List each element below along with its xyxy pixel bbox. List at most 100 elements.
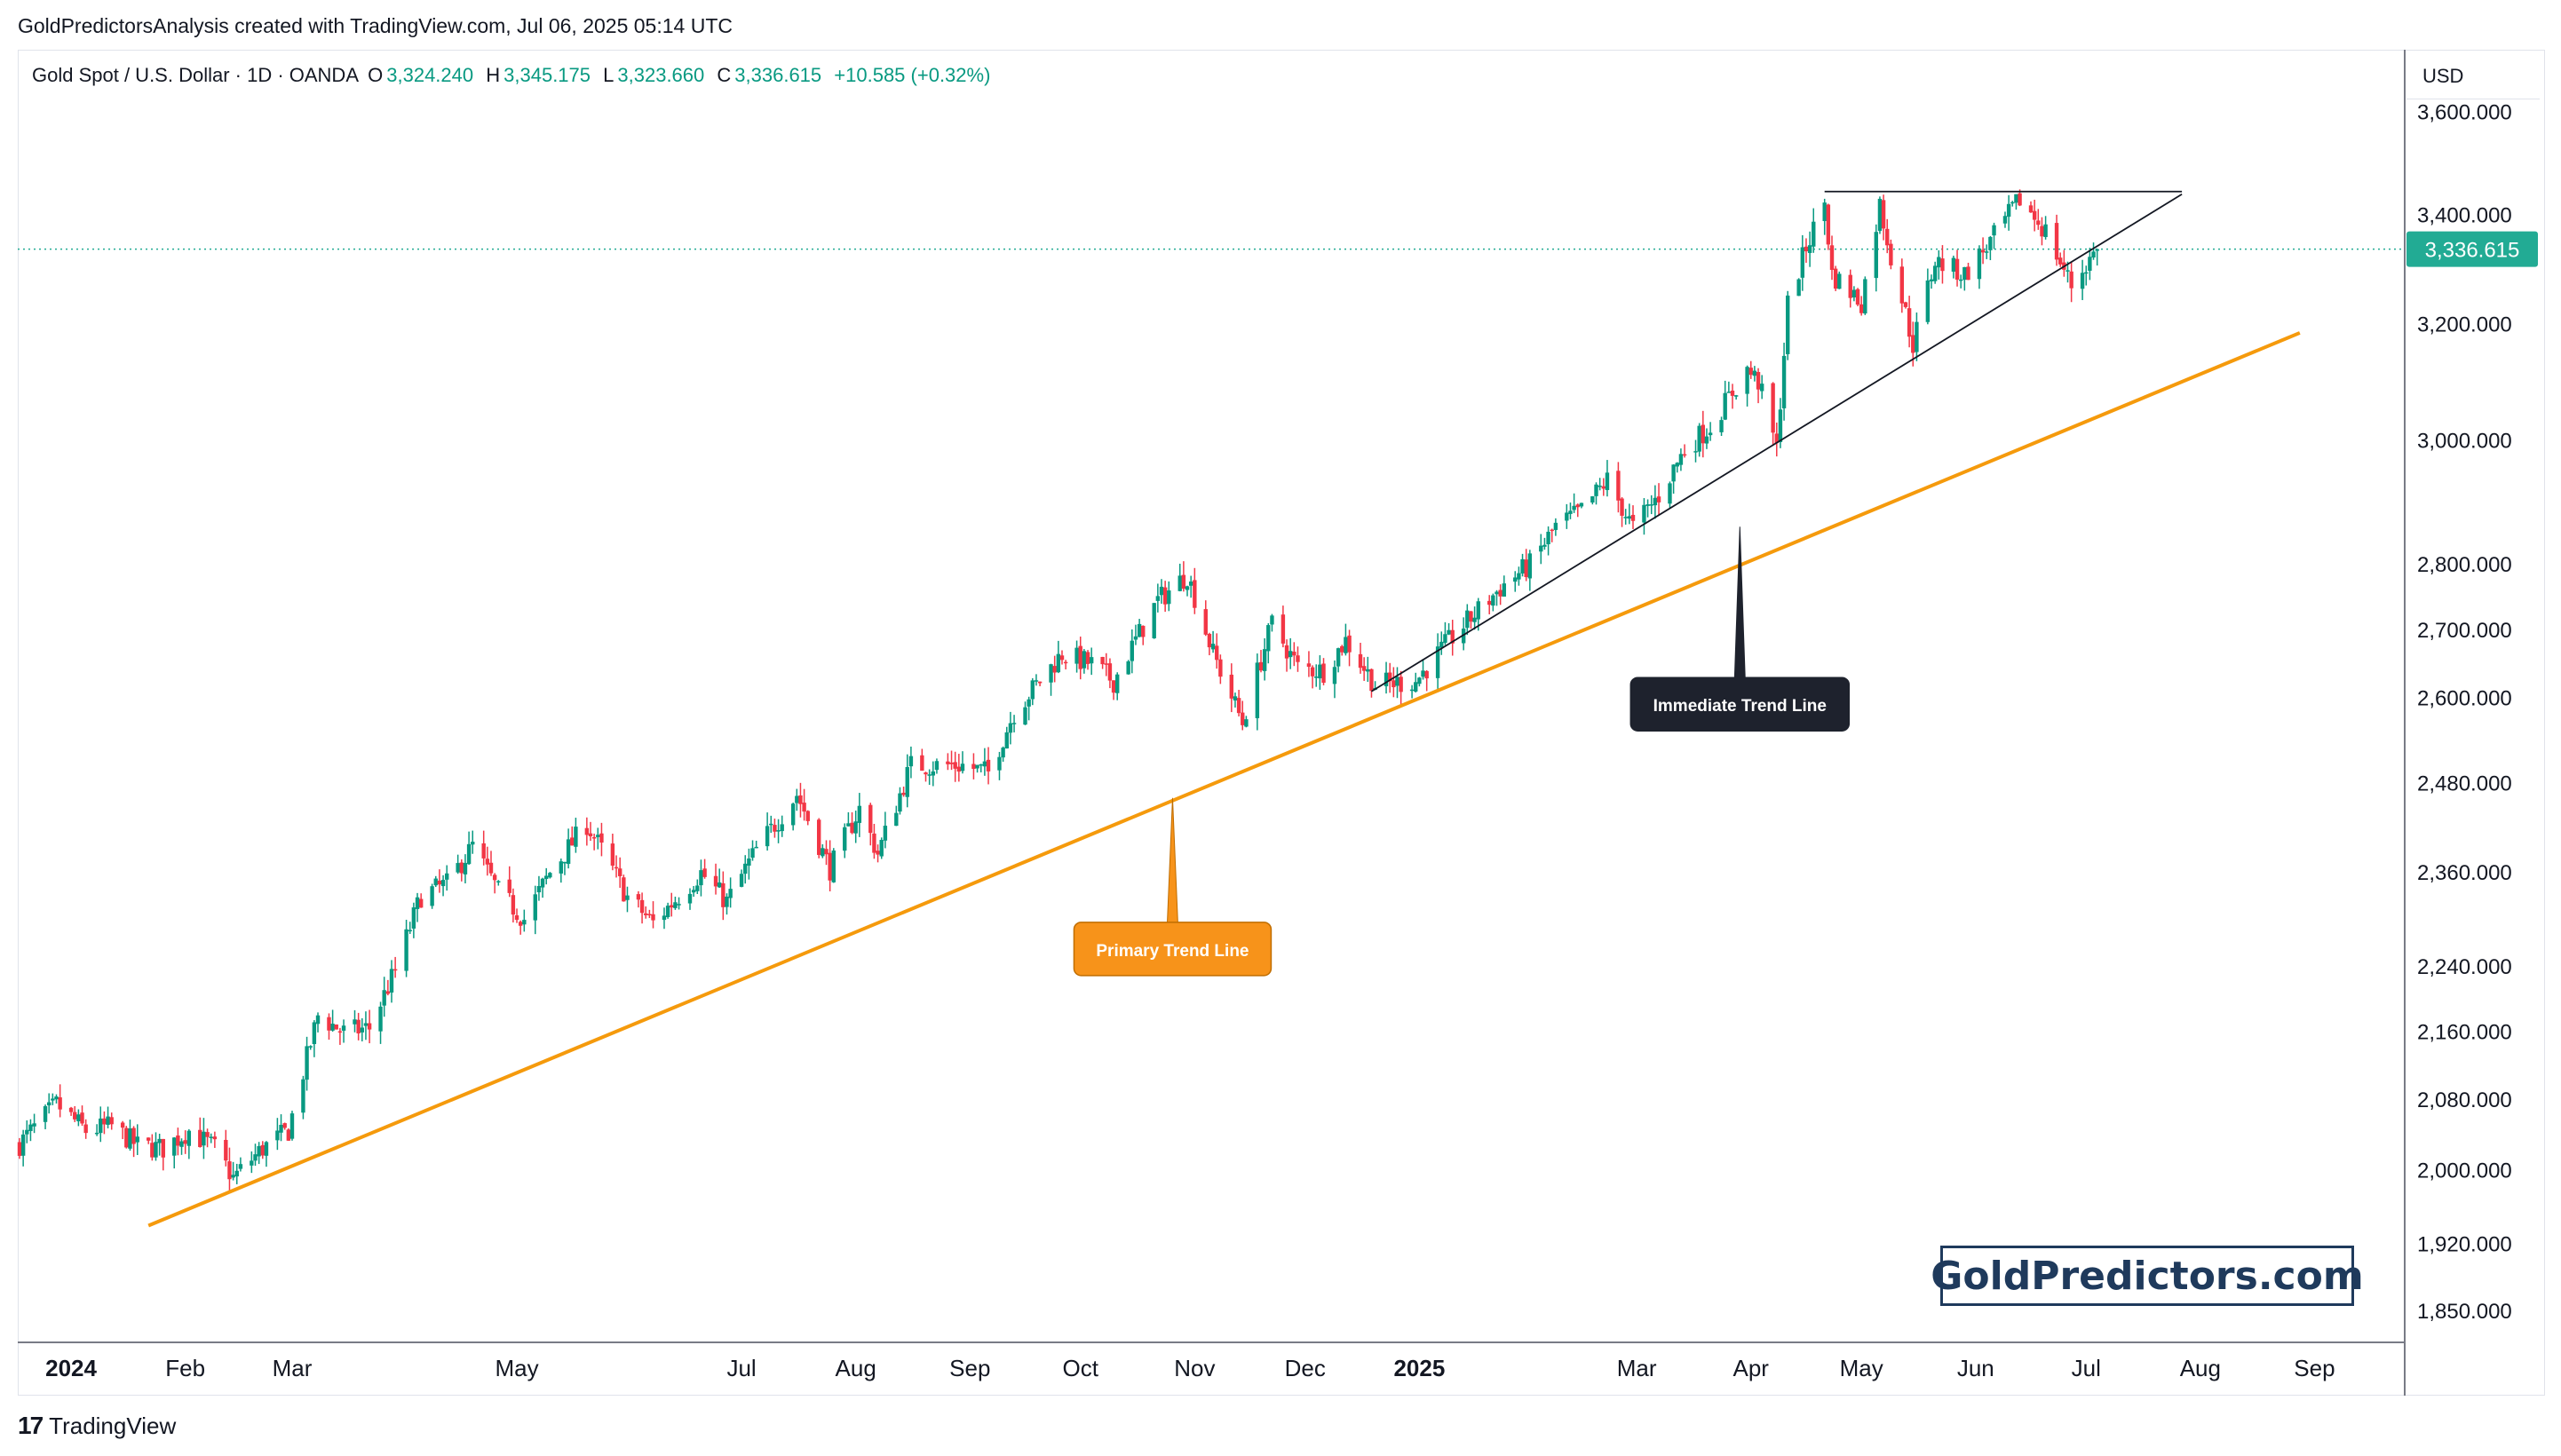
candle-body xyxy=(750,848,755,859)
candle-body xyxy=(1236,698,1241,714)
price-tick-label: 2,480.000 xyxy=(2417,772,2512,795)
candle-body xyxy=(353,1019,357,1025)
candle-body xyxy=(1937,257,1941,268)
candle-body xyxy=(1572,505,1576,510)
low-value: 3,323.660 xyxy=(617,64,705,86)
immediate-trendline[interactable] xyxy=(1370,193,2183,692)
candle-body xyxy=(651,914,655,921)
candle-body xyxy=(636,894,641,900)
immediate-trend-callout[interactable]: Immediate Trend Line xyxy=(1629,526,1851,732)
tradingview-logo[interactable]: 17 TradingView xyxy=(18,1412,176,1440)
candle-body xyxy=(2028,205,2034,213)
candle-body xyxy=(83,1124,88,1134)
candle-body xyxy=(599,833,604,843)
candle-body xyxy=(754,846,758,849)
candle-body xyxy=(610,843,615,866)
candle-body xyxy=(1218,659,1223,677)
candle-body xyxy=(161,1138,165,1158)
candle-body xyxy=(253,1154,258,1161)
candle-body xyxy=(639,899,645,914)
candle-body xyxy=(1344,637,1348,653)
price-tick-label: 3,200.000 xyxy=(2417,313,2512,336)
candle-body xyxy=(1063,661,1068,664)
candle-body xyxy=(128,1128,132,1149)
candle-body xyxy=(308,1046,313,1048)
candle-body xyxy=(1280,614,1286,644)
candle-body xyxy=(1421,670,1425,677)
candle-body xyxy=(1188,582,1193,586)
candle-body xyxy=(1590,496,1595,503)
time-tick-label: May xyxy=(495,1355,538,1381)
candle-body xyxy=(1447,629,1451,635)
candle-body xyxy=(179,1141,184,1147)
candle-body xyxy=(894,812,899,827)
candle-body xyxy=(58,1097,62,1110)
candle-body xyxy=(1925,280,1931,322)
candle-body xyxy=(234,1170,239,1177)
candle-body xyxy=(1966,266,1970,281)
candle-body xyxy=(1701,424,1706,444)
price-tick-label: 2,360.000 xyxy=(2417,861,2512,885)
candle-body xyxy=(1399,677,1403,692)
candle-body xyxy=(725,896,729,907)
candle-body xyxy=(157,1138,162,1143)
candle-body xyxy=(1082,651,1087,669)
candle-body xyxy=(1332,667,1337,684)
candle-body xyxy=(798,795,803,804)
candle-body xyxy=(120,1122,125,1128)
primary-trendline[interactable] xyxy=(147,331,2301,1228)
candle-body xyxy=(971,764,976,770)
currency-selector[interactable]: USD xyxy=(2406,53,2540,99)
candle-body xyxy=(1244,719,1249,727)
candle-body xyxy=(1616,471,1621,501)
candle-body xyxy=(1498,590,1503,597)
candle-body xyxy=(1336,648,1341,667)
candle-body xyxy=(699,870,703,886)
candle-body xyxy=(471,842,475,845)
candle-body xyxy=(949,762,954,764)
candle-body xyxy=(1414,682,1418,692)
candle-body xyxy=(1392,680,1396,688)
candle-body xyxy=(1314,677,1319,678)
candle-body xyxy=(392,969,398,971)
candle-body xyxy=(997,756,1002,771)
symbol-description[interactable]: Gold Spot / U.S. Dollar · 1D · OANDA xyxy=(32,64,359,86)
candle-body xyxy=(920,755,924,772)
candle-body xyxy=(1675,463,1679,467)
candle-body xyxy=(389,969,394,993)
time-tick-label: May xyxy=(1840,1355,1883,1381)
candle-body xyxy=(1620,498,1624,516)
candle-body xyxy=(305,1046,309,1080)
candle-body xyxy=(1358,653,1363,669)
candle-body xyxy=(1653,497,1658,506)
primary-trend-callout[interactable]: Primary Trend Line xyxy=(1073,797,1273,977)
candle-body xyxy=(1034,680,1039,682)
candle-body xyxy=(1627,516,1632,519)
candle-body xyxy=(1104,663,1108,665)
current-price-label: 3,336.615 xyxy=(2406,231,2538,267)
time-tick-label: Jun xyxy=(1957,1355,1994,1381)
candle-body xyxy=(205,1132,210,1137)
candle-body xyxy=(1487,600,1492,605)
candle-body xyxy=(496,881,501,882)
candle-body xyxy=(518,922,523,926)
candle-body xyxy=(51,1098,55,1101)
candle-body xyxy=(1059,655,1065,661)
candle-body xyxy=(1829,245,1835,270)
candle-body xyxy=(665,906,670,918)
price-tick-label: 2,800.000 xyxy=(2417,553,2512,577)
candle-body xyxy=(1678,454,1684,465)
candle-body xyxy=(2065,270,2070,272)
candle-body xyxy=(1553,522,1558,530)
candle-body xyxy=(1155,596,1161,601)
candle-body xyxy=(773,825,777,832)
candle-body xyxy=(1472,617,1477,622)
brand-watermark: GoldPredictors.com xyxy=(1931,1246,2364,1306)
candle-body xyxy=(408,930,412,932)
candle-body xyxy=(1318,664,1322,679)
candle-body xyxy=(2054,223,2059,260)
candle-body xyxy=(1107,663,1113,681)
candle-body xyxy=(1258,661,1264,671)
candle-body xyxy=(378,1006,383,1032)
